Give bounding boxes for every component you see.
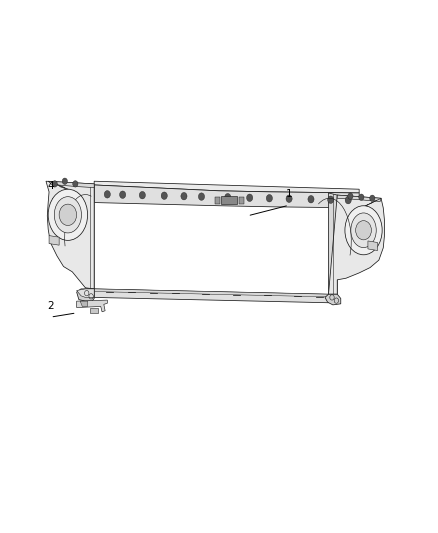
Polygon shape: [90, 308, 98, 313]
Polygon shape: [94, 185, 359, 208]
Text: 4: 4: [47, 181, 54, 191]
Circle shape: [359, 194, 364, 200]
Circle shape: [62, 178, 67, 184]
Polygon shape: [328, 193, 337, 294]
Polygon shape: [328, 195, 385, 294]
Polygon shape: [337, 195, 381, 201]
Circle shape: [247, 194, 253, 201]
Circle shape: [370, 195, 375, 201]
Polygon shape: [94, 289, 328, 303]
Bar: [239, 197, 244, 204]
Circle shape: [308, 196, 314, 203]
Bar: [221, 196, 237, 204]
Circle shape: [198, 193, 205, 200]
Polygon shape: [368, 241, 378, 251]
Text: 1: 1: [286, 189, 293, 199]
Text: 2: 2: [47, 301, 54, 311]
Polygon shape: [94, 181, 359, 193]
Circle shape: [348, 193, 353, 199]
Circle shape: [52, 181, 57, 187]
Circle shape: [181, 192, 187, 200]
Polygon shape: [46, 181, 94, 289]
Bar: [215, 197, 220, 204]
Ellipse shape: [351, 213, 376, 248]
Circle shape: [345, 197, 351, 204]
Polygon shape: [77, 289, 94, 297]
Polygon shape: [49, 236, 59, 245]
Circle shape: [225, 193, 231, 201]
Circle shape: [59, 204, 77, 225]
Polygon shape: [94, 289, 328, 297]
Ellipse shape: [54, 197, 81, 233]
Ellipse shape: [345, 206, 382, 255]
Polygon shape: [85, 184, 94, 289]
Polygon shape: [48, 181, 94, 188]
Circle shape: [266, 195, 272, 202]
Polygon shape: [77, 300, 107, 312]
Ellipse shape: [48, 189, 88, 240]
Circle shape: [73, 181, 78, 187]
Polygon shape: [325, 294, 341, 305]
Polygon shape: [80, 301, 88, 306]
Circle shape: [120, 191, 126, 198]
Circle shape: [328, 196, 334, 204]
Circle shape: [356, 221, 371, 240]
Circle shape: [286, 195, 292, 203]
Circle shape: [104, 191, 110, 198]
Polygon shape: [77, 289, 94, 301]
Circle shape: [139, 191, 145, 199]
Circle shape: [161, 192, 167, 199]
